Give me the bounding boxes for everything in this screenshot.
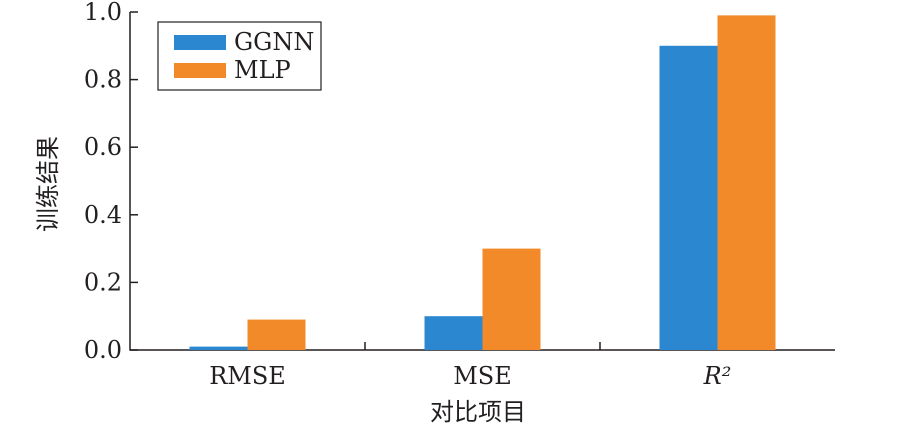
bar-mlp-0 bbox=[247, 319, 306, 350]
y-tick-label: 0.0 bbox=[84, 336, 122, 364]
x-category-label: RMSE bbox=[209, 362, 286, 390]
bar-ggnn-1 bbox=[424, 316, 483, 350]
bar-mlp-2 bbox=[717, 15, 776, 350]
y-tick-label: 0.4 bbox=[84, 201, 122, 229]
y-tick-label: 1.0 bbox=[84, 0, 122, 26]
x-category-label: R² bbox=[703, 362, 732, 390]
legend-swatch-mlp bbox=[174, 63, 226, 78]
x-category-label: MSE bbox=[453, 362, 512, 390]
legend-label-mlp: MLP bbox=[234, 56, 291, 84]
bars-layer: RMSE MSE R² bbox=[189, 15, 776, 390]
x-axis-title: 对比项目 bbox=[430, 398, 526, 426]
bar-ggnn-0 bbox=[189, 346, 248, 350]
legend-swatch-ggnn bbox=[174, 35, 226, 50]
y-axis-title: 训练结果 bbox=[34, 136, 62, 232]
y-tick-label: 0.6 bbox=[84, 133, 122, 161]
ticks-layer: 0.0 0.2 0.4 0.6 0.8 1.0 bbox=[84, 0, 601, 364]
legend-box bbox=[157, 21, 322, 91]
bar-mlp-1 bbox=[482, 248, 541, 350]
y-tick-label: 0.2 bbox=[84, 268, 122, 296]
y-tick-label: 0.8 bbox=[84, 66, 122, 94]
legend: GGNN MLP bbox=[157, 21, 322, 91]
legend-label-ggnn: GGNN bbox=[234, 28, 314, 56]
bar-ggnn-2 bbox=[659, 45, 718, 351]
